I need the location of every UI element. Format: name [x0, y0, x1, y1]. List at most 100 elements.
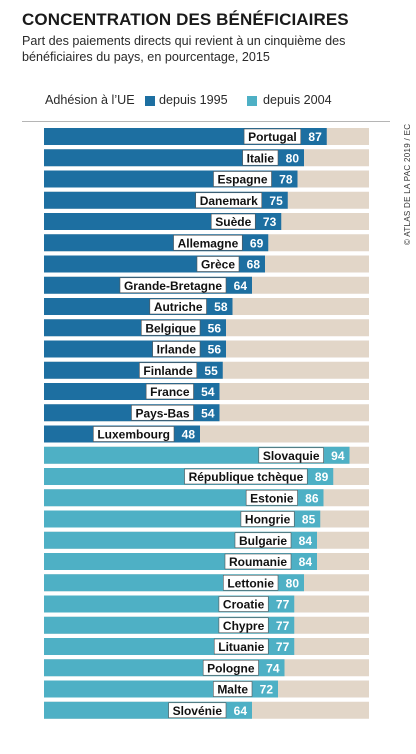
category-label: Hongrie [245, 513, 291, 527]
bar-row-chypre: 77 Chypre [44, 616, 369, 634]
bar-row-roumanie: 84 Roumanie [44, 553, 369, 570]
bar-row-lituanie: 77 Lituanie [44, 638, 369, 655]
bar [44, 149, 304, 167]
category-label-box [141, 319, 201, 336]
category-label: Portugal [248, 130, 297, 144]
bar-row-slovenie: 64 Slovénie [44, 701, 369, 719]
category-label-box [213, 638, 269, 655]
legend-swatch-1995 [145, 96, 155, 106]
category-label-box [218, 617, 269, 634]
data-label: 64 [234, 704, 248, 718]
category-label-box [196, 256, 240, 272]
category-label: Chypre [223, 619, 265, 633]
data-label: 77 [276, 619, 290, 633]
category-label: Suède [215, 215, 251, 229]
bar-row-allemagne: 69 Allemagne [44, 234, 369, 252]
data-label: 69 [250, 236, 264, 250]
category-label-box [139, 362, 198, 379]
category-label-box [213, 171, 272, 187]
data-label: 84 [299, 555, 313, 569]
category-label-box [223, 574, 279, 591]
category-label-box [210, 213, 256, 230]
bar-row-danemark: 75 Danemark [44, 191, 369, 209]
legend-swatch-2004 [247, 96, 257, 106]
category-label: Espagne [217, 173, 267, 187]
bar-row-bulgarie: 84 Bulgarie [44, 531, 369, 549]
bar-row-finlande: 55 Finlande [44, 361, 369, 379]
bar-row-lettonie: 80 Lettonie [44, 574, 369, 592]
bar-row-irlande: 56 Irlande [44, 340, 369, 358]
data-label: 80 [286, 151, 300, 165]
category-label-box [168, 702, 227, 719]
category-label-box [145, 383, 194, 400]
category-label-box [195, 192, 263, 209]
category-label: Luxembourg [97, 428, 170, 442]
category-label: Autriche [154, 300, 203, 314]
category-label: Allemagne [178, 236, 239, 250]
category-label-box [202, 659, 259, 676]
category-label-box [258, 447, 324, 464]
category-label-box [152, 341, 201, 357]
bar-row-suede: 73 Suède [44, 213, 369, 230]
category-label: Croatie [223, 598, 265, 612]
category-label-box [93, 426, 175, 442]
category-label: Slovénie [173, 704, 223, 718]
category-label: Bulgarie [239, 534, 287, 548]
data-label: 80 [286, 576, 300, 590]
category-label-box [224, 553, 292, 570]
bar-row-france: 54 France [44, 383, 369, 400]
data-label: 55 [204, 364, 218, 378]
data-label: 86 [305, 491, 319, 505]
bar-row-luxembourg: 48 Luxembourg [44, 425, 369, 443]
data-label: 78 [279, 173, 293, 187]
data-label: 77 [276, 640, 290, 654]
category-label: Lettonie [227, 576, 274, 590]
data-label: 58 [214, 300, 228, 314]
bar-row-estonie: 86 Estonie [44, 489, 369, 507]
bar-row-slovaquie: 94 Slovaquie [44, 446, 369, 464]
bar-row-pays-bas: 54 Pays-Bas [44, 404, 369, 422]
data-label: 94 [331, 449, 345, 463]
category-label: République tchèque [189, 470, 304, 484]
chart-title: CONCENTRATION DES BÉNÉFICIAIRES [22, 10, 349, 29]
category-label-box [173, 234, 243, 251]
bar-row-malte: 72 Malte [44, 680, 369, 698]
category-label: Danemark [200, 194, 258, 208]
data-label: 74 [266, 661, 280, 675]
bar-row-espagne: 78 Espagne [44, 170, 369, 188]
category-label: Finlande [143, 364, 193, 378]
category-label: Irlande [157, 343, 197, 357]
bar-row-pologne: 74 Pologne [44, 659, 369, 677]
data-label: 56 [208, 343, 222, 357]
data-label: 77 [276, 598, 290, 612]
bar-row-autriche: 58 Autriche [44, 298, 369, 315]
category-label-box [245, 489, 298, 506]
category-label-box [218, 596, 269, 612]
bar-row-italie: 80 Italie [44, 149, 369, 167]
category-label: France [150, 385, 190, 399]
category-label: Estonie [250, 491, 294, 505]
data-label: 48 [182, 428, 196, 442]
category-label: Lituanie [218, 640, 264, 654]
data-label: 73 [263, 215, 277, 229]
data-label: 84 [299, 534, 313, 548]
category-label: Belgique [145, 321, 196, 335]
data-label: 56 [208, 321, 222, 335]
data-label: 68 [247, 258, 261, 272]
bar-row-portugal: 87 Portugal [44, 128, 369, 145]
category-label: Grande-Bretagne [124, 279, 222, 293]
bar-row-grande-bretagne: 64 Grande-Bretagne [44, 276, 369, 294]
category-label-box [240, 511, 295, 527]
category-label: Grèce [201, 258, 235, 272]
category-label: Pologne [207, 661, 255, 675]
category-label-box [119, 277, 227, 294]
category-label-box [213, 681, 253, 697]
bar-row-grece: 68 Grèce [44, 255, 369, 273]
data-label: 89 [315, 470, 329, 484]
category-label-box [234, 532, 292, 549]
data-label: 75 [269, 194, 283, 208]
category-label: Malte [217, 683, 248, 697]
legend-item-1995: depuis 1995 [159, 93, 228, 107]
category-label-box [184, 468, 308, 485]
